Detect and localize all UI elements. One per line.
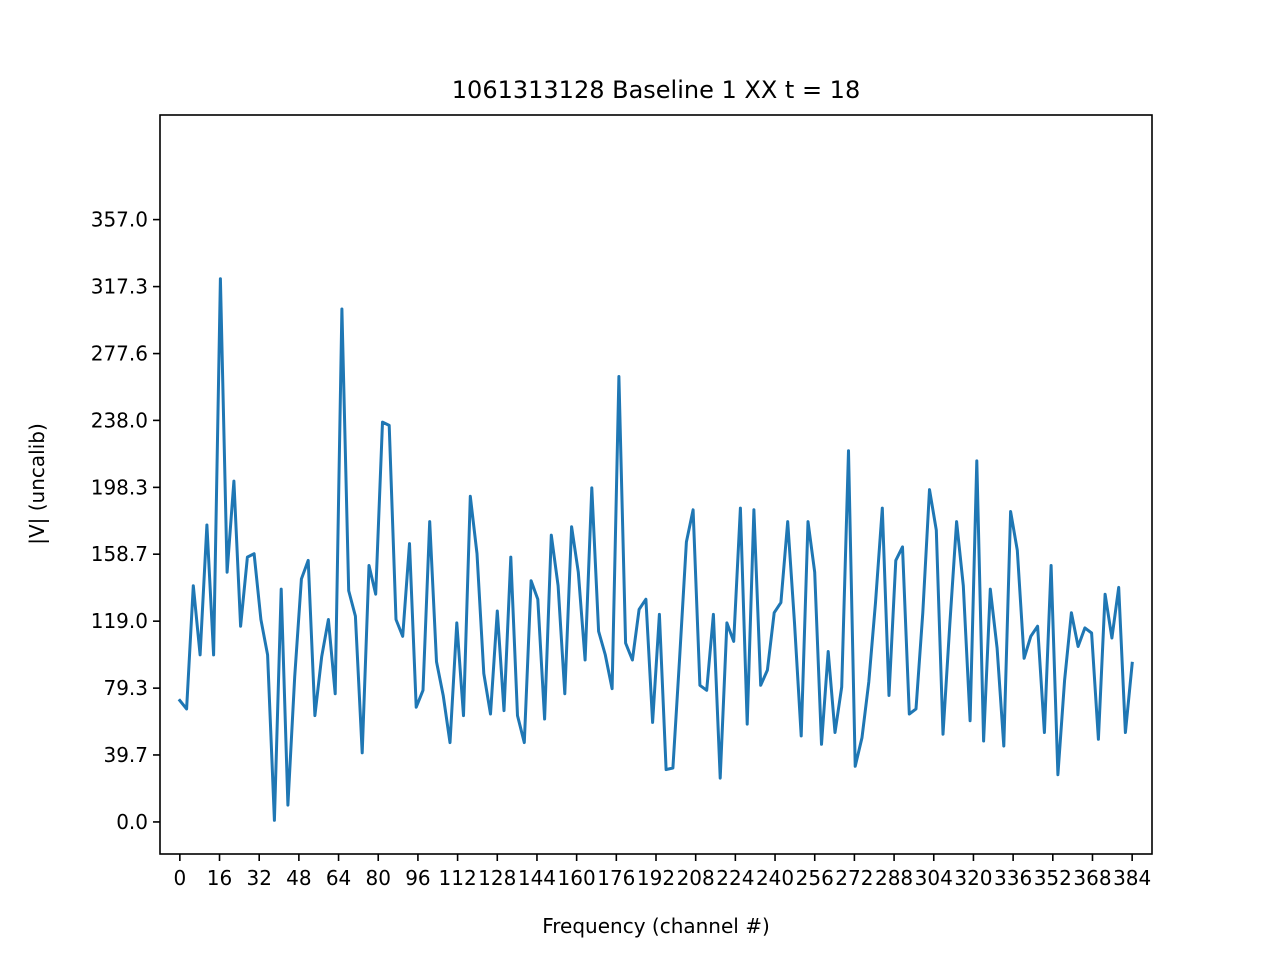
y-tick-label: 39.7 [103, 743, 148, 767]
x-tick-label: 160 [558, 866, 596, 890]
x-tick-label: 208 [677, 866, 715, 890]
x-tick-label: 48 [286, 866, 311, 890]
x-tick-label: 96 [405, 866, 430, 890]
y-tick-label: 238.0 [91, 408, 148, 432]
y-tick-label: 198.3 [91, 475, 148, 499]
x-tick-label: 304 [915, 866, 953, 890]
x-tick-label: 0 [173, 866, 186, 890]
x-tick-label: 80 [366, 866, 391, 890]
x-tick-label: 16 [207, 866, 232, 890]
x-tick-label: 224 [716, 866, 754, 890]
x-tick-label: 288 [875, 866, 913, 890]
y-tick-label: 158.7 [91, 542, 148, 566]
x-tick-label: 192 [637, 866, 675, 890]
plot-area-frame [159, 114, 1153, 855]
series-line [177, 277, 1134, 822]
x-tick-label: 368 [1073, 866, 1111, 890]
x-tick-label: 320 [954, 866, 992, 890]
x-tick-label: 176 [597, 866, 635, 890]
x-tick-label: 144 [518, 866, 556, 890]
x-tick-label: 112 [439, 866, 477, 890]
x-tick-label: 384 [1113, 866, 1151, 890]
x-tick-label: 64 [326, 866, 351, 890]
x-tick-label: 128 [478, 866, 516, 890]
x-axis-label: Frequency (channel #) [542, 914, 770, 938]
x-tick-label: 240 [756, 866, 794, 890]
x-axis-ticks: 0 16 32 48 64 80 96 112 128 144 160 176 192 208 224 240… [173, 854, 1151, 890]
y-tick-label: 357.0 [91, 208, 148, 232]
chart-title: 1061313128 Baseline 1 XX t = 18 [452, 76, 860, 104]
x-tick-label: 256 [796, 866, 834, 890]
y-tick-label: 119.0 [91, 609, 148, 633]
x-tick-label: 336 [994, 866, 1032, 890]
y-tick-label: 79.3 [103, 676, 148, 700]
x-tick-label: 272 [835, 866, 873, 890]
y-axis-label: |V| (uncalib) [25, 423, 49, 545]
y-axis-ticks: 0.0 39.7 79.3 119.0 158.7 198.3 238.0 277.6 317.… [91, 208, 160, 834]
y-tick-label: 277.6 [91, 342, 148, 366]
y-tick-label: 0.0 [116, 810, 148, 834]
x-tick-label: 32 [246, 866, 271, 890]
y-tick-label: 317.3 [91, 275, 148, 299]
x-tick-label: 352 [1034, 866, 1072, 890]
